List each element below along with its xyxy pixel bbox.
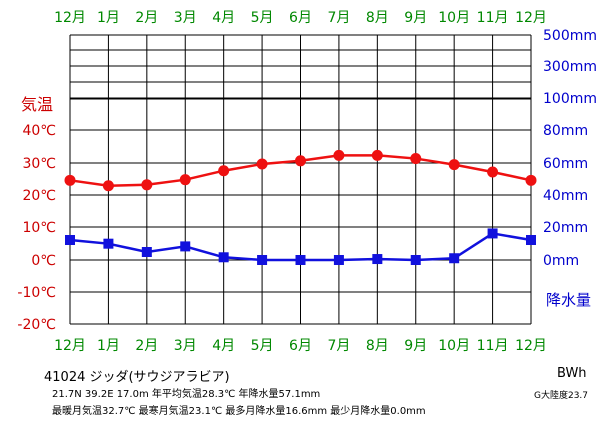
temp-tick-label: 40℃ <box>22 123 56 139</box>
precipitation-point <box>372 254 383 265</box>
precip-tick-label: 80mm <box>543 123 588 139</box>
precip-tick-label: 60mm <box>543 156 588 172</box>
precipitation-point <box>103 238 114 249</box>
precip-axis-label: 降水量 <box>546 291 591 309</box>
month-label-bottom: 2月 <box>135 338 158 354</box>
station-stats-line2: 最暖月気温32.7℃ 最寒月気温23.1℃ 最多月降水量16.6mm 最少月降水… <box>52 406 426 417</box>
precip-tick-label: 100mm <box>543 91 597 107</box>
precip-tick-labels: 500mm 300mm 100mm 80mm 60mm 40mm 20mm 0mm <box>543 28 597 269</box>
month-label-top: 9月 <box>404 10 427 26</box>
precip-tick-label: 20mm <box>543 220 588 236</box>
precipitation-point <box>526 235 536 245</box>
month-label-top: 1月 <box>97 10 120 26</box>
month-label-bottom: 10月 <box>438 338 470 354</box>
month-label-bottom: 12月 <box>515 338 547 354</box>
month-label-bottom: 8月 <box>366 338 389 354</box>
month-label-top: 5月 <box>251 10 274 26</box>
month-labels-bottom: 12月 1月 2月 3月 4月 5月 6月 7月 8月 9月 10月 11月 12月 <box>54 338 547 354</box>
temperature-point <box>141 179 153 191</box>
precipitation-series <box>65 228 536 265</box>
temperature-point <box>333 149 345 161</box>
month-label-bottom: 1月 <box>97 338 120 354</box>
month-label-bottom: 9月 <box>404 338 427 354</box>
month-label-top: 7月 <box>327 10 350 26</box>
precip-tick-label: 500mm <box>543 28 597 44</box>
temperature-point <box>410 153 422 165</box>
month-label-bottom: 5月 <box>251 338 274 354</box>
temperature-point <box>448 159 460 171</box>
continentality-index: G大陸度23.7 <box>534 391 589 401</box>
month-labels-top: 12月 1月 2月 3月 4月 5月 6月 7月 8月 9月 10月 11月 12月 <box>54 10 547 26</box>
precip-tick-label: 40mm <box>543 188 588 204</box>
station-name: 41024 ジッダ(サウジアラビア) <box>44 370 230 385</box>
temp-tick-label: 20℃ <box>22 188 56 204</box>
temperature-point <box>487 166 499 178</box>
month-label-top: 12月 <box>54 10 86 26</box>
month-label-top: 10月 <box>438 10 470 26</box>
precipitation-point <box>333 255 344 265</box>
precipitation-point <box>295 255 306 265</box>
precipitation-point <box>449 253 460 264</box>
month-label-bottom: 3月 <box>174 338 197 354</box>
precipitation-point <box>180 241 191 252</box>
precip-tick-label: 300mm <box>543 59 597 75</box>
climate-chart: 12月 1月 2月 3月 4月 5月 6月 7月 8月 9月 10月 11月 12月 12月 1月 2月 3月… <box>17 10 597 354</box>
climate-classification: BWh <box>557 366 587 381</box>
temp-tick-labels: 40℃ 30℃ 20℃ 10℃ 0℃ -10℃ -20℃ <box>17 123 56 333</box>
station-stats-line1: 21.7N 39.2E 17.0m 年平均気温28.3℃ 年降水量57.1mm <box>52 389 321 400</box>
precipitation-point <box>410 255 421 265</box>
month-label-bottom: 12月 <box>54 338 86 354</box>
month-label-bottom: 7月 <box>327 338 350 354</box>
month-label-top: 2月 <box>135 10 158 26</box>
temp-tick-label: -20℃ <box>17 317 56 333</box>
precipitation-point <box>487 228 498 239</box>
grid-lines <box>69 34 532 325</box>
month-label-top: 12月 <box>515 10 547 26</box>
temperature-point <box>218 165 230 177</box>
temp-tick-label: 30℃ <box>22 156 56 172</box>
month-label-top: 3月 <box>174 10 197 26</box>
temperature-point <box>371 149 383 161</box>
month-label-bottom: 4月 <box>212 338 235 354</box>
month-label-top: 8月 <box>366 10 389 26</box>
precipitation-point <box>257 255 268 265</box>
precipitation-point <box>218 252 229 263</box>
temp-axis-label: 気温 <box>21 95 53 114</box>
temp-tick-label: -10℃ <box>17 285 56 301</box>
temp-tick-label: 0℃ <box>31 253 56 269</box>
month-label-top: 11月 <box>477 10 509 26</box>
precip-tick-label: 0mm <box>543 253 579 269</box>
precipitation-point <box>141 247 152 257</box>
temperature-point <box>256 158 268 170</box>
month-label-bottom: 11月 <box>477 338 509 354</box>
temperature-point <box>179 174 191 186</box>
month-label-top: 6月 <box>289 10 312 26</box>
temp-tick-label: 10℃ <box>22 220 56 236</box>
precipitation-point <box>65 235 75 245</box>
temperature-point <box>295 155 306 167</box>
temperature-point <box>525 174 537 186</box>
month-label-top: 4月 <box>212 10 235 26</box>
temperature-point <box>64 174 76 186</box>
temperature-point <box>102 180 114 192</box>
temperature-series <box>64 149 537 192</box>
month-label-bottom: 6月 <box>289 338 312 354</box>
